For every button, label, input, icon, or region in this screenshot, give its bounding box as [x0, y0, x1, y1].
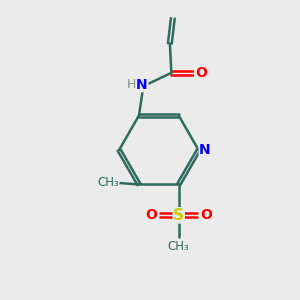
Text: N: N	[136, 78, 148, 92]
Text: O: O	[195, 66, 207, 80]
Text: CH₃: CH₃	[168, 240, 190, 253]
Text: CH₃: CH₃	[97, 176, 119, 190]
Text: N: N	[199, 143, 211, 157]
Text: O: O	[200, 208, 212, 222]
Text: O: O	[145, 208, 157, 222]
Text: S: S	[173, 208, 184, 223]
Text: H: H	[126, 78, 136, 91]
